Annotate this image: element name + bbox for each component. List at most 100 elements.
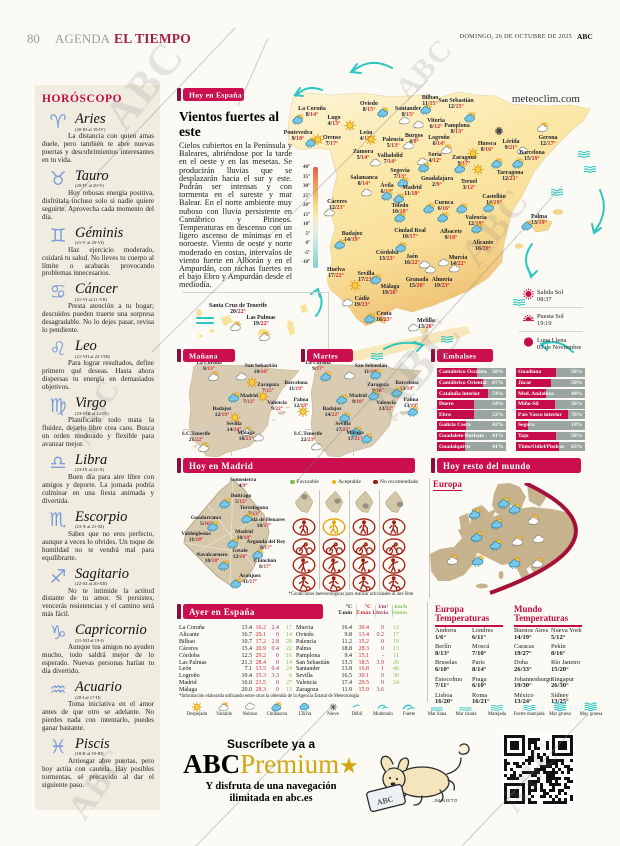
legend-item-mar-gruesa: Mar gruesa <box>549 701 571 717</box>
val-tmax: 17.2 <box>255 638 267 645</box>
world-city: Río Janeiro <box>551 659 581 667</box>
town-temp: 10/18° <box>204 557 220 564</box>
bar-fill <box>516 442 560 451</box>
badge-bg <box>437 458 581 473</box>
city-name: Guadalajara <box>420 176 454 182</box>
town-name: Somosierra <box>229 477 257 483</box>
city-name: Badajoz <box>341 231 363 237</box>
weather-cloud-icon <box>370 156 381 174</box>
bar-fill <box>437 399 475 409</box>
val-tmax: 13.4 <box>358 631 370 638</box>
val-tmax: 28.4 <box>255 659 267 666</box>
val-tmax: 21.5 <box>255 680 267 687</box>
row-city: Zaragoza <box>296 687 319 694</box>
ad-brand-abc: ABC <box>183 749 241 779</box>
city-name: Zaragoza <box>452 155 476 161</box>
sun-info-text: Puesta Sol 19:19 <box>537 312 564 327</box>
val-wind: 24 <box>286 666 292 673</box>
town-temp: 12/18° <box>232 553 248 560</box>
city-temp: 16/20° <box>475 246 491 253</box>
city-c-ceres: Cáceres 12/21° <box>327 199 347 212</box>
weather-cloud-icon <box>253 431 264 449</box>
city-temp: 11/18° <box>363 368 379 375</box>
col-header-lluvia: l/m² Lluvia <box>372 604 388 617</box>
weather-suncloud-icon <box>441 142 454 160</box>
row-city: Palma <box>296 645 311 652</box>
zone-map-1 <box>295 491 314 513</box>
val-wind: 17 <box>286 625 292 631</box>
city-temp: 17/23° <box>358 277 374 284</box>
city-name: Sevilla <box>335 421 351 427</box>
city-name: Teruel <box>460 179 478 185</box>
activity-futbol-zone2-no <box>322 574 346 597</box>
val-wind: 6 <box>289 673 292 680</box>
city-name: Lérida <box>502 139 520 145</box>
city-pamplona: Pamplona 8/13° <box>444 123 470 136</box>
town-temp: 11/17° <box>242 578 258 585</box>
sign-nameblock: Capricornio (21-XII al 19-I) <box>72 623 147 643</box>
city-zaragoza: Zaragoza 7/15° <box>257 382 279 395</box>
zodiac-11-icon: ♒ <box>49 679 67 702</box>
activity-golf-zone2-no <box>322 556 346 579</box>
world-temp: 16/21° <box>472 698 490 706</box>
city-name: Pamplona <box>444 123 470 129</box>
world-city: Johannesburgo <box>514 675 553 683</box>
city-temp: 7/13° <box>393 174 407 181</box>
weather-rain-icon <box>468 507 482 525</box>
row-city: Valencia <box>296 680 317 687</box>
weather-cloud-icon <box>413 118 424 136</box>
bar-fill <box>516 389 547 398</box>
val-tmax: 30.4 <box>358 625 370 631</box>
city-name: Castellón <box>482 194 506 200</box>
badge-bg <box>183 458 415 473</box>
city-temp: 9/22° <box>271 405 283 412</box>
city-temp: 13/19° <box>399 385 415 392</box>
city-teruel: Teruel 3/12° <box>461 179 477 192</box>
row-city: Pamplona <box>296 652 320 659</box>
weather-rain-icon <box>508 556 522 574</box>
val-tmin: 15.4 <box>241 645 253 652</box>
val-wind: 19 <box>393 638 399 645</box>
val-wind: 46 <box>393 666 399 673</box>
city-name: Málaga <box>237 430 255 436</box>
world-temp: 26/30° <box>551 682 569 690</box>
badge-accent <box>431 349 435 362</box>
val-rain: 0 <box>381 645 384 652</box>
weather-sun-icon <box>467 146 479 164</box>
town-torrelaguna: Torrelaguna 7/13° <box>240 505 268 518</box>
city-name: Madrid <box>349 393 367 399</box>
val-tmin: 16.0 <box>241 680 253 687</box>
reservoir-bar-segura: Segura 18% <box>516 421 585 430</box>
city-madrid: Madrid 9/18° <box>349 393 367 406</box>
activity-futbol-zone1-no <box>292 574 316 597</box>
weather-rain-icon <box>521 218 534 236</box>
val-tmax: 18.5 <box>358 659 370 666</box>
reservoir-bar-guadaletebarbate: Guadalete-Barbate 41% <box>437 431 506 441</box>
city-lugo: Lugo 4/13° <box>327 115 340 128</box>
city-name: Lugo <box>327 115 341 121</box>
city-tarragona: Tarragona 12/21° <box>497 170 524 183</box>
activity-senderismo-zone3-no <box>352 518 376 541</box>
city--vila: Ávila 6/12° <box>380 183 393 196</box>
weather-rain-icon <box>470 530 484 548</box>
weather-rain-icon <box>370 367 383 385</box>
val-rain: 0.4 <box>271 666 280 673</box>
legend-dot <box>331 479 337 485</box>
val-tmax: 29.1 <box>255 631 267 638</box>
sign-dates: (23-VIII al 22-IX) <box>75 410 109 416</box>
city-temp: 6/14° <box>432 141 446 148</box>
ad-brand-premium: Premium <box>240 749 340 779</box>
small-forecast-map <box>188 364 300 457</box>
zodiac-6-icon: ♍ <box>49 395 67 418</box>
world-temp: 19/27° <box>514 649 532 657</box>
world-temp: 1/6° <box>435 633 447 641</box>
sign-dates: (23-X al 21-XI) <box>75 524 105 530</box>
row-city: Sevilla <box>296 673 313 680</box>
city-name: S.C.Tenerife <box>181 431 211 437</box>
legend-item-fuerte: Fuerte <box>402 701 416 717</box>
val-tmin: 12.5 <box>241 652 253 659</box>
weather-rain-icon <box>391 385 404 403</box>
sea3-icon <box>488 701 506 712</box>
city-san-sebasti-n: San Sebastián 11/18° <box>355 363 387 376</box>
badge-accent <box>177 458 181 473</box>
